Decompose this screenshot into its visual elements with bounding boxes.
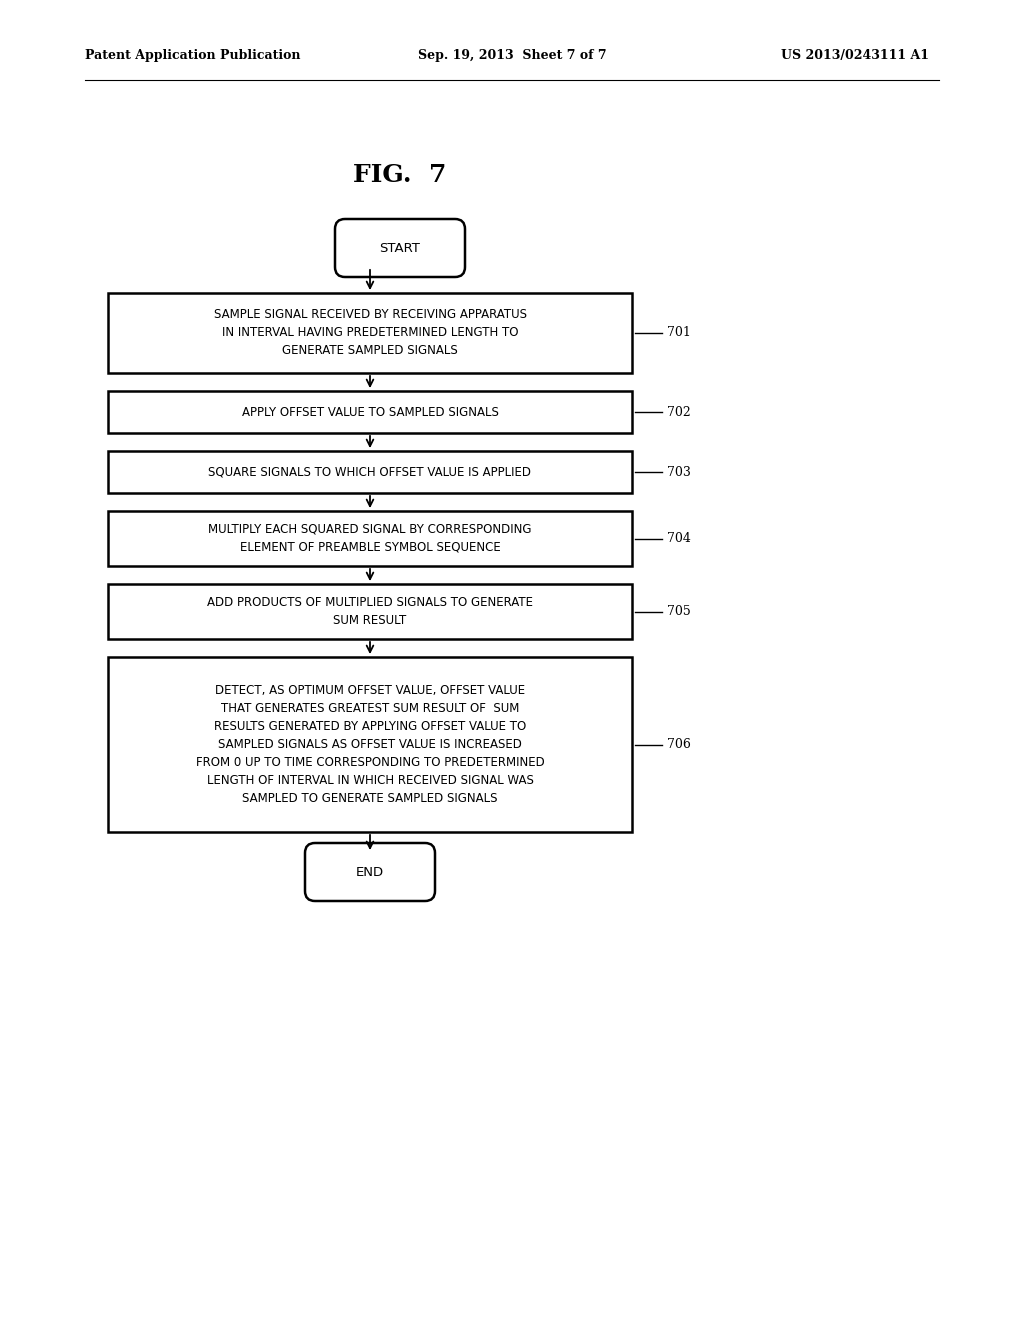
FancyBboxPatch shape xyxy=(305,843,435,902)
Bar xyxy=(108,657,632,832)
Bar xyxy=(108,511,632,566)
Bar xyxy=(108,451,632,492)
Text: START: START xyxy=(380,242,421,255)
Text: APPLY OFFSET VALUE TO SAMPLED SIGNALS: APPLY OFFSET VALUE TO SAMPLED SIGNALS xyxy=(242,405,499,418)
Text: Patent Application Publication: Patent Application Publication xyxy=(85,49,300,62)
Text: SQUARE SIGNALS TO WHICH OFFSET VALUE IS APPLIED: SQUARE SIGNALS TO WHICH OFFSET VALUE IS … xyxy=(209,466,531,479)
Text: Sep. 19, 2013  Sheet 7 of 7: Sep. 19, 2013 Sheet 7 of 7 xyxy=(418,49,606,62)
Text: FIG.  7: FIG. 7 xyxy=(352,162,446,187)
Text: DETECT, AS OPTIMUM OFFSET VALUE, OFFSET VALUE
THAT GENERATES GREATEST SUM RESULT: DETECT, AS OPTIMUM OFFSET VALUE, OFFSET … xyxy=(196,684,545,805)
Bar xyxy=(108,293,632,374)
Bar xyxy=(108,583,632,639)
Text: 705: 705 xyxy=(667,605,691,618)
Bar xyxy=(108,391,632,433)
FancyBboxPatch shape xyxy=(335,219,465,277)
Text: 701: 701 xyxy=(667,326,691,339)
Text: MULTIPLY EACH SQUARED SIGNAL BY CORRESPONDING
ELEMENT OF PREAMBLE SYMBOL SEQUENC: MULTIPLY EACH SQUARED SIGNAL BY CORRESPO… xyxy=(208,523,531,554)
Text: 702: 702 xyxy=(667,405,691,418)
Text: 703: 703 xyxy=(667,466,691,479)
Text: 704: 704 xyxy=(667,532,691,545)
Text: ADD PRODUCTS OF MULTIPLIED SIGNALS TO GENERATE
SUM RESULT: ADD PRODUCTS OF MULTIPLIED SIGNALS TO GE… xyxy=(207,597,534,627)
Text: END: END xyxy=(356,866,384,879)
Text: SAMPLE SIGNAL RECEIVED BY RECEIVING APPARATUS
IN INTERVAL HAVING PREDETERMINED L: SAMPLE SIGNAL RECEIVED BY RECEIVING APPA… xyxy=(213,309,526,358)
Text: US 2013/0243111 A1: US 2013/0243111 A1 xyxy=(781,49,929,62)
Text: 706: 706 xyxy=(667,738,691,751)
